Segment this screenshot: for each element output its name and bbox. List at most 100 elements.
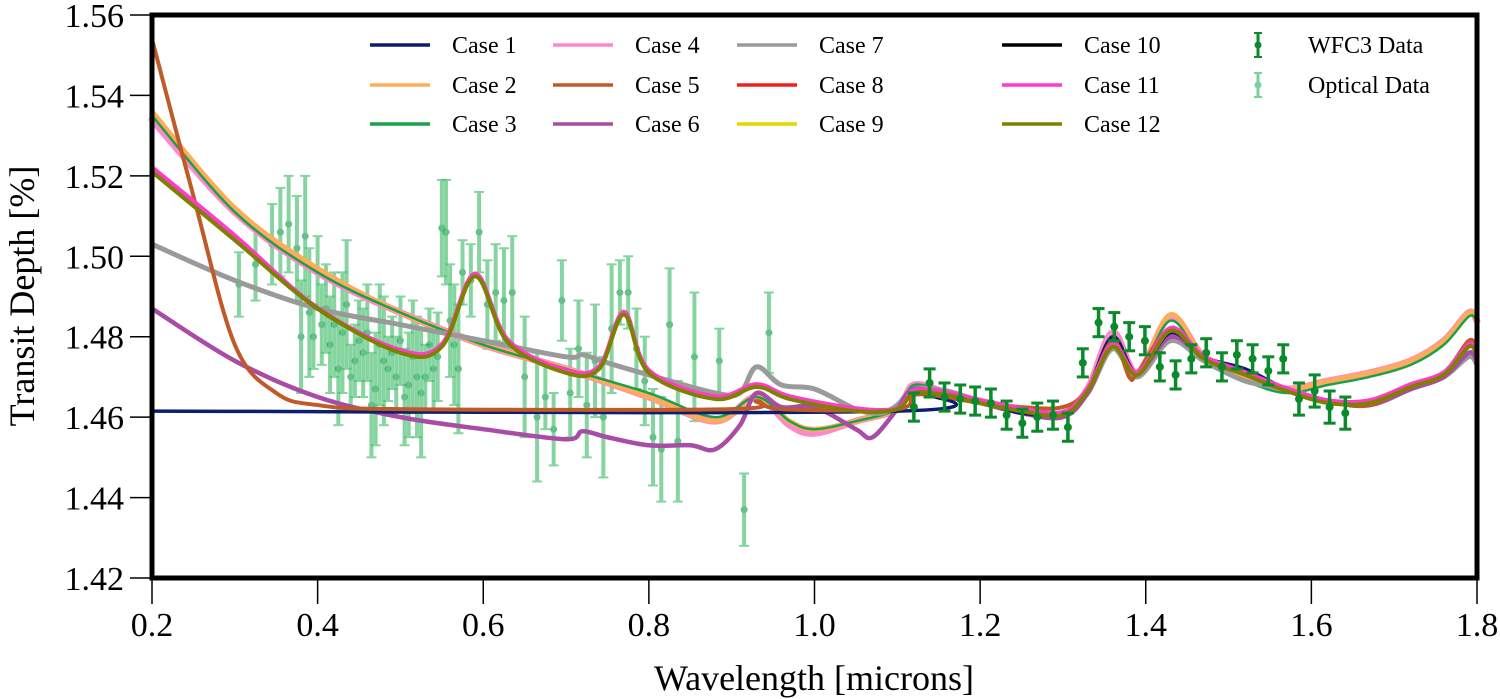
wfc3-data-point (1262, 355, 1275, 387)
wfc3-data-point (1230, 339, 1243, 371)
wfc3-data-point (1031, 401, 1044, 433)
legend-entry-case-5: Case 5 (553, 73, 700, 99)
optical-data-point (739, 472, 750, 547)
legend-label: Case 8 (819, 73, 884, 99)
x-tick-label: 0.6 (462, 607, 505, 644)
errorbar-layer (233, 174, 774, 547)
legend-entry-case-3: Case 3 (370, 112, 517, 138)
legend-label: Case 5 (635, 73, 700, 99)
x-tick-label: 1.2 (959, 607, 1002, 644)
legend-label: Case 11 (1084, 73, 1160, 99)
optical-data-point (648, 387, 659, 487)
legend-label: Case 12 (1084, 112, 1161, 138)
legend-label: WFC3 Data (1308, 33, 1424, 59)
legend-entry-case-12: Case 12 (1002, 112, 1161, 138)
x-axis-ticks: 0.2 0.4 0.6 0.8 1.0 1.2 1.4 1.6 1.8 (131, 578, 1499, 644)
optical-data-point (672, 379, 683, 503)
wfc3-errorbar-layer (907, 307, 1352, 443)
legend-label: Case 6 (635, 112, 700, 138)
legend-entry-case-6: Case 6 (553, 112, 700, 138)
legend-label: Case 1 (452, 33, 517, 59)
optical-data-point (519, 315, 530, 439)
optical-data-point (598, 355, 609, 479)
y-tick-label: 1.52 (65, 159, 125, 196)
optical-data-point (507, 235, 518, 350)
wfc3-data-point (938, 381, 951, 413)
legend-entry-case-9: Case 9 (737, 112, 884, 138)
y-tick-label: 1.44 (65, 481, 125, 518)
legend-entry-case-8: Case 8 (737, 73, 884, 99)
optical-data-point (316, 283, 327, 366)
x-tick-label: 1.0 (793, 607, 836, 644)
optical-data-point (714, 327, 725, 395)
optical-data-point (573, 299, 584, 399)
legend-entry-wfc3-data: WFC3 Data (1254, 32, 1424, 59)
wfc3-data-point (1047, 399, 1059, 431)
wfc3-data-point (1308, 373, 1321, 409)
legend-entry-case-7: Case 7 (737, 33, 884, 59)
optical-data-point (532, 351, 543, 483)
optical-data-point (664, 267, 675, 382)
legend: Case 1 Case 2 Case 3 Case 4 Case 5 Case 6 Case… (370, 32, 1430, 138)
y-tick-label: 1.56 (65, 0, 125, 35)
x-tick-label: 1.4 (1125, 607, 1168, 644)
legend-label: Case 2 (452, 73, 517, 99)
y-axis-ticks: 1.42 1.44 1.46 1.48 1.50 1.52 1.54 1.56 (65, 0, 152, 598)
wfc3-data-point (1076, 347, 1089, 379)
y-axis-label: Transit Depth [%] (2, 166, 42, 427)
legend-entry-case-1: Case 1 (370, 33, 517, 59)
wfc3-data-point (1123, 321, 1136, 353)
wfc3-data-point (954, 383, 967, 415)
wfc3-data-point (1246, 343, 1259, 375)
wfc3-data-point (1200, 337, 1213, 369)
x-tick-label: 1.8 (1456, 607, 1499, 644)
optical-data-point (540, 363, 551, 431)
wfc3-data-point (1215, 351, 1228, 383)
legend-label: Case 7 (819, 33, 884, 59)
legend-entry-case-4: Case 4 (553, 33, 700, 59)
wfc3-data-point (1323, 389, 1336, 425)
optical-data-point (548, 392, 559, 467)
wfc3-data-point (984, 387, 997, 419)
y-tick-label: 1.54 (65, 78, 125, 115)
wfc3-data-point (1292, 381, 1305, 417)
wfc3-data-point (1108, 311, 1121, 343)
legend-entry-case-10: Case 10 (1002, 33, 1161, 59)
legend-label: Case 4 (635, 33, 700, 59)
optical-data-point (275, 186, 286, 278)
legend-entry-optical-data: Optical Data (1254, 72, 1430, 99)
wfc3-data-point (1000, 399, 1013, 431)
optical-data-point (378, 295, 389, 427)
legend-label: Case 3 (452, 112, 517, 138)
x-axis-label: Wavelength [microns] (654, 658, 974, 698)
wfc3-data-point (1016, 407, 1029, 439)
legend-label: Case 10 (1084, 33, 1161, 59)
wfc3-data-point (1153, 351, 1166, 383)
optical-data-point (763, 291, 774, 374)
legend-label: Optical Data (1308, 73, 1430, 99)
wfc3-data-point (1277, 343, 1290, 375)
wfc3-data-point (923, 367, 936, 399)
x-tick-label: 0.2 (131, 607, 174, 644)
x-tick-label: 1.6 (1290, 607, 1333, 644)
legend-entry-case-11: Case 11 (1002, 73, 1160, 99)
model-lines-layer (148, 37, 1481, 453)
legend-swatch (1254, 72, 1262, 98)
wfc3-data-point (1185, 343, 1198, 375)
x-tick-label: 0.8 (628, 607, 671, 644)
wfc3-data-point (1339, 395, 1352, 431)
x-tick-label: 0.4 (296, 607, 339, 644)
wfc3-data-point (1061, 411, 1074, 443)
y-tick-label: 1.42 (65, 561, 125, 598)
legend-swatch (1254, 32, 1262, 58)
wfc3-data-point (1169, 359, 1182, 391)
wfc3-data-point (1092, 307, 1105, 339)
optical-data-point (565, 347, 576, 439)
optical-data-point (689, 291, 700, 423)
optical-data-point (341, 239, 352, 370)
wfc3-data-point (1138, 325, 1151, 357)
optical-data-point (556, 259, 567, 342)
wfc3-data-point (969, 385, 982, 417)
optical-data-point (581, 351, 592, 459)
y-tick-label: 1.48 (65, 320, 125, 357)
